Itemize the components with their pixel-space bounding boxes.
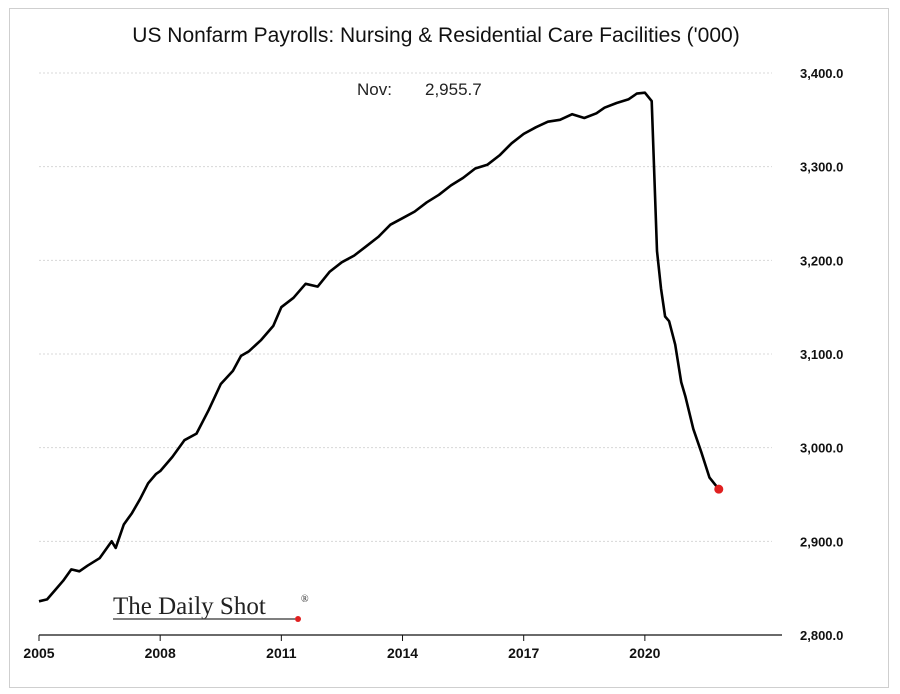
annotation: Nov: 2,955.7 (357, 80, 482, 99)
logo-text: The Daily Shot (113, 593, 266, 620)
x-tick-label: 2014 (387, 645, 418, 661)
x-tick-label: 2017 (508, 645, 539, 661)
logo-dot (295, 616, 301, 622)
y-tick-label: 3,200.0 (800, 253, 843, 268)
daily-shot-logo: The Daily Shot ® (113, 593, 309, 622)
series-layer (38, 91, 724, 603)
series-line (38, 91, 720, 603)
axis-layer: 2,800.0 2,900.0 3,000.0 3,100.0 3,200.0 3,300… (23, 66, 843, 661)
chart: US Nonfarm Payrolls: Nursing & Residenti… (23, 24, 843, 661)
y-tick-label: 2,800.0 (800, 628, 843, 643)
y-tick-label: 2,900.0 (800, 534, 843, 549)
x-tick-label: 2020 (629, 645, 660, 661)
logo-registered-mark: ® (301, 594, 309, 605)
chart-title: US Nonfarm Payrolls: Nursing & Residenti… (132, 24, 739, 47)
annotation-label: Nov: (357, 80, 392, 99)
grid-layer (39, 72, 772, 542)
annotation-value: 2,955.7 (425, 80, 482, 99)
chart-frame: US Nonfarm Payrolls: Nursing & Residenti… (9, 8, 889, 688)
last-point-marker (714, 484, 724, 494)
y-tick-label: 3,000.0 (800, 441, 843, 456)
x-tick-label: 2011 (266, 645, 297, 661)
x-tick-label: 2005 (23, 645, 54, 661)
y-tick-label: 3,100.0 (800, 347, 843, 362)
y-tick-label: 3,400.0 (800, 66, 843, 81)
y-tick-label: 3,300.0 (800, 160, 843, 175)
x-tick-label: 2008 (145, 645, 176, 661)
